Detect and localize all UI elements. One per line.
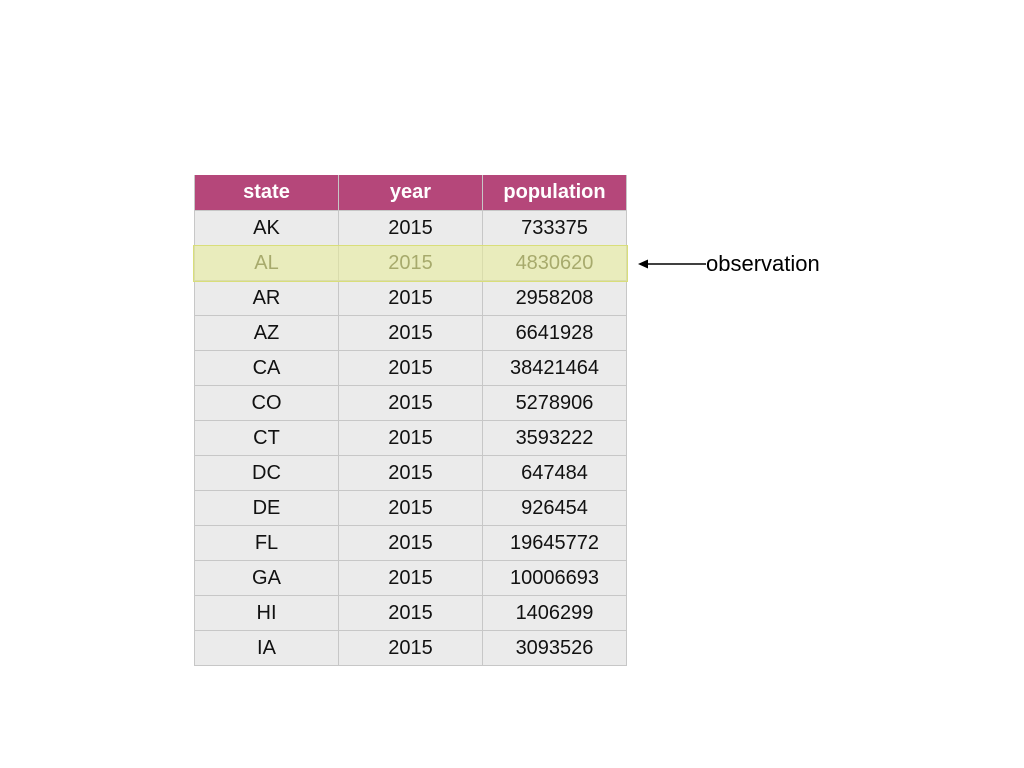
cell-state: CO <box>194 385 339 421</box>
observation-label: observation <box>706 251 820 276</box>
table-row: CA 2015 38421464 <box>194 350 627 386</box>
table-row: CT 2015 3593222 <box>194 420 627 456</box>
cell-year: 2015 <box>338 490 483 526</box>
cell-population: 3593222 <box>482 420 627 456</box>
cell-year: 2015 <box>338 350 483 386</box>
cell-state: DE <box>194 490 339 526</box>
cell-state: CT <box>194 420 339 456</box>
cell-state: FL <box>194 525 339 561</box>
header-population: population <box>482 175 627 211</box>
cell-year: 2015 <box>338 455 483 491</box>
table-row: AZ 2015 6641928 <box>194 315 627 351</box>
cell-year: 2015 <box>338 420 483 456</box>
cell-year: 2015 <box>338 210 483 246</box>
cell-population: 5278906 <box>482 385 627 421</box>
table-row: CO 2015 5278906 <box>194 385 627 421</box>
cell-year: 2015 <box>338 560 483 596</box>
cell-population: 3093526 <box>482 630 627 666</box>
cell-year: 2015 <box>338 315 483 351</box>
cell-state: IA <box>194 630 339 666</box>
table-row: DE 2015 926454 <box>194 490 627 526</box>
table-row: FL 2015 19645772 <box>194 525 627 561</box>
arrow-left-icon <box>638 259 706 269</box>
table-row: AK 2015 733375 <box>194 210 627 246</box>
cell-state: CA <box>194 350 339 386</box>
cell-population: 4830620 <box>482 245 627 281</box>
cell-population: 10006693 <box>482 560 627 596</box>
cell-population: 38421464 <box>482 350 627 386</box>
cell-year: 2015 <box>338 595 483 631</box>
cell-year: 2015 <box>338 630 483 666</box>
cell-year: 2015 <box>338 280 483 316</box>
cell-population: 733375 <box>482 210 627 246</box>
cell-year: 2015 <box>338 385 483 421</box>
header-state: state <box>194 175 339 211</box>
cell-year: 2015 <box>338 245 483 281</box>
data-table: state year population AK 2015 733375 AL 2015… <box>194 175 627 666</box>
cell-population: 19645772 <box>482 525 627 561</box>
cell-state: GA <box>194 560 339 596</box>
cell-state: AK <box>194 210 339 246</box>
cell-state: AZ <box>194 315 339 351</box>
cell-population: 926454 <box>482 490 627 526</box>
cell-state: DC <box>194 455 339 491</box>
table-row: DC 2015 647484 <box>194 455 627 491</box>
table-row-highlighted: AL 2015 4830620 <box>194 245 627 281</box>
table-row: HI 2015 1406299 <box>194 595 627 631</box>
cell-population: 2958208 <box>482 280 627 316</box>
table-body: AK 2015 733375 AL 2015 4830620 AR 2015 2958208 AZ… <box>194 210 627 666</box>
cell-year: 2015 <box>338 525 483 561</box>
table-row: IA 2015 3093526 <box>194 630 627 666</box>
cell-population: 647484 <box>482 455 627 491</box>
header-year: year <box>338 175 483 211</box>
header-row: state year population <box>194 175 627 211</box>
cell-population: 1406299 <box>482 595 627 631</box>
table-row: GA 2015 10006693 <box>194 560 627 596</box>
table-row: AR 2015 2958208 <box>194 280 627 316</box>
cell-state: AR <box>194 280 339 316</box>
cell-state: HI <box>194 595 339 631</box>
cell-state: AL <box>194 245 339 281</box>
cell-population: 6641928 <box>482 315 627 351</box>
